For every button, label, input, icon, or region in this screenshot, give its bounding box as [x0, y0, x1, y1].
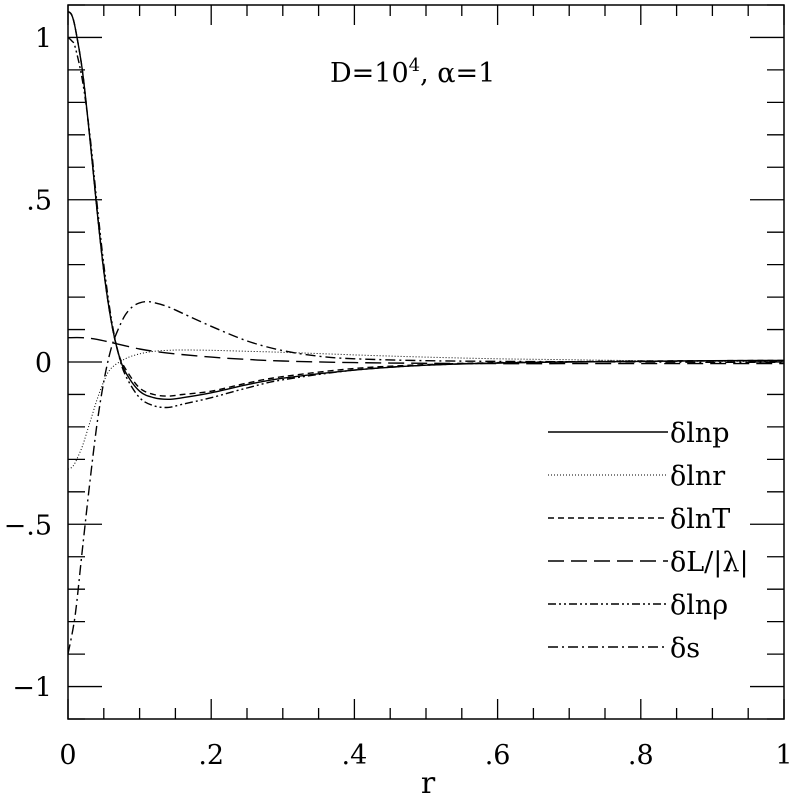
x-tick-label: .6 [485, 740, 511, 771]
series-line-6 [68, 300, 784, 655]
legend-label-5: δlnρ [670, 590, 728, 621]
legend-label-3: δlnT [670, 504, 730, 535]
annotation-exponent: 4 [409, 55, 420, 76]
annotation-suffix: , α=1 [420, 58, 495, 89]
x-tick-label: .4 [342, 740, 368, 771]
annotation-prefix: D=10 [330, 58, 409, 89]
y-tick-label: 0 [35, 348, 52, 379]
x-tick-label: .2 [198, 740, 224, 771]
series-layer [68, 10, 784, 655]
x-tick-label: .8 [628, 740, 654, 771]
legend-label-2: δlnr [670, 461, 725, 492]
parameter-annotation: D=104, α=1 [330, 55, 495, 89]
y-tick-label: −1 [12, 673, 52, 704]
legend-label-6: δs [670, 633, 700, 664]
tick-layer: 0 .2 .4 .6 .8 1 1 .5 0 −.5 −1 [4, 4, 793, 771]
x-tick-label: 1 [775, 740, 792, 771]
y-tick-label: 1 [35, 23, 52, 54]
legend-label-1: δlnp [670, 418, 730, 449]
series-line-5 [68, 36, 784, 409]
legend: δlnp δlnr δlnT δL/|λ| δlnρ δs [548, 418, 749, 664]
series-lines [68, 10, 784, 655]
y-tick-label: −.5 [4, 510, 52, 541]
series-line-4 [68, 336, 784, 365]
x-tick-label: 0 [59, 740, 76, 771]
series-line-2 [68, 349, 784, 470]
y-tick-label: .5 [26, 186, 52, 217]
legend-label-4: δL/|λ| [670, 547, 749, 578]
x-axis-label: r [421, 766, 436, 797]
